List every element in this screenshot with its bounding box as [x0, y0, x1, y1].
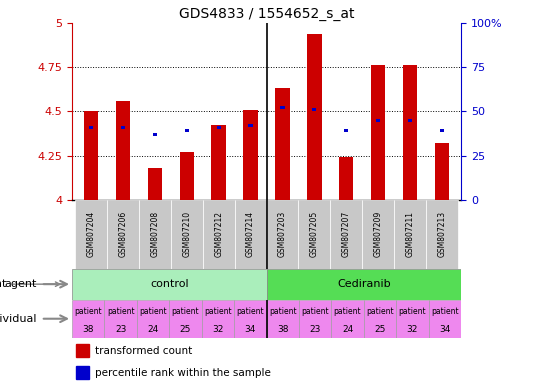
Text: patient: patient — [301, 306, 329, 316]
Text: 32: 32 — [407, 325, 418, 334]
Text: 25: 25 — [180, 325, 191, 334]
Bar — [107, 200, 139, 269]
Bar — [371, 65, 385, 200]
Bar — [396, 300, 429, 338]
Text: 25: 25 — [374, 325, 386, 334]
Bar — [330, 200, 362, 269]
Text: GSM807214: GSM807214 — [246, 211, 255, 257]
Text: individual: individual — [0, 314, 37, 324]
Bar — [72, 269, 266, 300]
Bar — [403, 65, 417, 200]
Bar — [266, 200, 298, 269]
Bar — [203, 200, 235, 269]
Bar — [344, 129, 348, 132]
Text: GSM807210: GSM807210 — [182, 211, 191, 257]
Text: 34: 34 — [245, 325, 256, 334]
Text: GSM807211: GSM807211 — [406, 211, 415, 257]
Bar — [75, 200, 107, 269]
Bar — [89, 126, 93, 129]
Text: GSM807204: GSM807204 — [86, 211, 95, 257]
Text: 24: 24 — [342, 325, 353, 334]
Text: patient: patient — [399, 306, 426, 316]
Bar — [234, 300, 266, 338]
Bar — [299, 300, 332, 338]
Bar — [76, 344, 90, 357]
Text: patient: patient — [237, 306, 264, 316]
Bar — [376, 119, 380, 122]
Bar — [169, 300, 201, 338]
Text: patient: patient — [204, 306, 232, 316]
Text: GSM807203: GSM807203 — [278, 211, 287, 257]
Text: percentile rank within the sample: percentile rank within the sample — [95, 368, 271, 378]
Bar — [275, 88, 289, 200]
Text: patient: patient — [172, 306, 199, 316]
Text: patient: patient — [431, 306, 458, 316]
Bar — [362, 200, 394, 269]
Text: patient: patient — [269, 306, 296, 316]
Bar — [148, 168, 162, 200]
Text: patient: patient — [139, 306, 167, 316]
Bar — [339, 157, 353, 200]
Bar — [180, 152, 194, 200]
Bar — [137, 300, 169, 338]
Text: Cediranib: Cediranib — [337, 279, 391, 289]
Title: GDS4833 / 1554652_s_at: GDS4833 / 1554652_s_at — [179, 7, 354, 21]
Bar — [440, 129, 444, 132]
Text: GSM807207: GSM807207 — [342, 211, 351, 257]
Bar — [426, 200, 458, 269]
Text: GSM807212: GSM807212 — [214, 211, 223, 257]
Bar — [72, 300, 104, 338]
Bar — [408, 119, 412, 122]
Bar — [429, 300, 461, 338]
Bar — [201, 300, 234, 338]
Bar — [244, 109, 258, 200]
Bar — [266, 300, 299, 338]
Bar — [248, 124, 253, 127]
Text: patient: patient — [75, 306, 102, 316]
Text: GSM807208: GSM807208 — [150, 211, 159, 257]
Bar — [394, 200, 426, 269]
Bar — [139, 200, 171, 269]
Text: GSM807209: GSM807209 — [374, 211, 383, 257]
Bar — [312, 108, 317, 111]
Bar — [171, 200, 203, 269]
Bar — [116, 101, 130, 200]
Bar — [84, 111, 98, 200]
Text: control: control — [150, 279, 189, 289]
Bar — [298, 200, 330, 269]
Text: patient: patient — [366, 306, 394, 316]
Bar — [76, 366, 90, 379]
Text: GSM807213: GSM807213 — [438, 211, 447, 257]
Bar — [266, 269, 461, 300]
Text: transformed count: transformed count — [95, 346, 192, 356]
Text: 38: 38 — [83, 325, 94, 334]
Text: 32: 32 — [212, 325, 223, 334]
Bar — [235, 200, 266, 269]
Bar — [185, 129, 189, 132]
Text: agent: agent — [0, 279, 60, 289]
Text: agent: agent — [5, 279, 37, 289]
Bar — [307, 34, 321, 200]
Bar — [280, 106, 285, 109]
Bar — [435, 143, 449, 200]
Text: 23: 23 — [115, 325, 126, 334]
Text: 23: 23 — [310, 325, 321, 334]
Bar — [121, 126, 125, 129]
Bar — [212, 126, 226, 200]
Text: patient: patient — [107, 306, 134, 316]
Bar — [216, 126, 221, 129]
Bar — [364, 300, 396, 338]
Text: 34: 34 — [439, 325, 450, 334]
Bar — [104, 300, 137, 338]
Text: GSM807205: GSM807205 — [310, 211, 319, 257]
Bar — [153, 133, 157, 136]
Text: GSM807206: GSM807206 — [118, 211, 127, 257]
Text: 24: 24 — [148, 325, 159, 334]
Text: 38: 38 — [277, 325, 288, 334]
Text: patient: patient — [334, 306, 361, 316]
Bar — [332, 300, 364, 338]
